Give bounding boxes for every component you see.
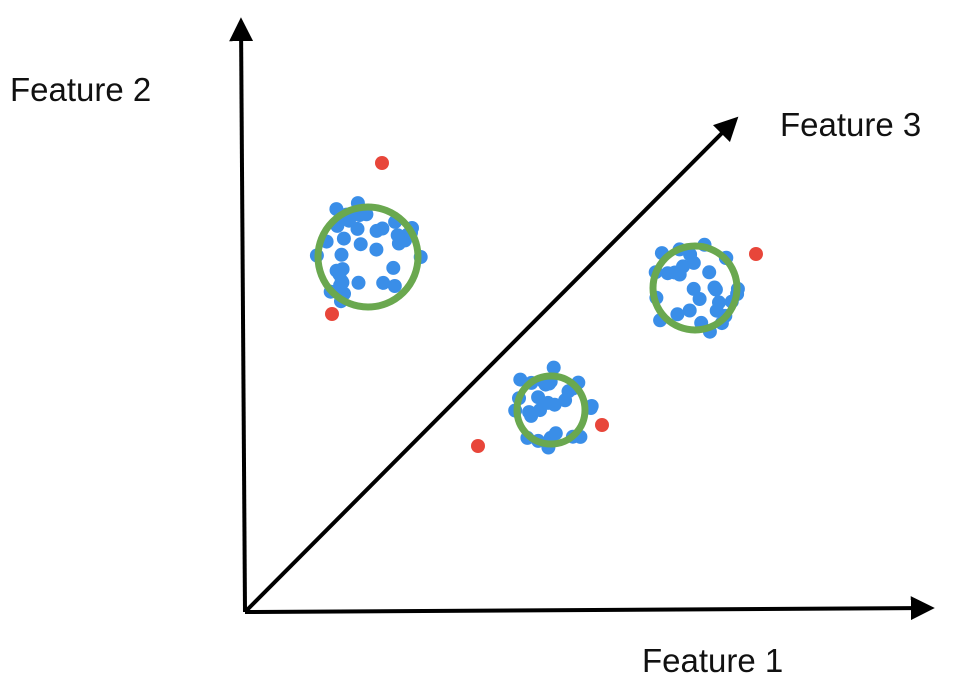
inlier-point: [332, 267, 347, 282]
inlier-point: [542, 376, 557, 391]
inlier-point: [391, 236, 406, 251]
outlier-point: [471, 439, 485, 453]
inlier-point: [683, 247, 698, 262]
inlier-point: [513, 372, 528, 387]
inlier-point: [353, 237, 368, 252]
cluster-ring: [314, 203, 422, 311]
cluster-rings: [314, 203, 741, 448]
inlier-point: [359, 207, 374, 222]
feature-3-axis: [243, 116, 739, 614]
feature-2-label: Feature 2: [10, 71, 152, 108]
outlier-point: [595, 418, 609, 432]
inlier-point: [548, 426, 563, 441]
inlier-point: [558, 393, 573, 408]
cluster-ring: [513, 372, 589, 448]
inlier-point: [682, 303, 697, 318]
inlier-point: [334, 247, 349, 262]
inlier-point: [369, 242, 384, 257]
inlier-point: [351, 275, 366, 290]
feature-1-axis: [244, 596, 935, 621]
inlier-point: [670, 307, 685, 322]
inlier-point: [376, 275, 391, 290]
inlier-point: [546, 360, 561, 375]
inlier-point: [692, 292, 707, 306]
inlier-point: [702, 265, 717, 280]
outlier-point: [325, 307, 339, 321]
inlier-point: [375, 221, 390, 236]
cluster-ring: [649, 242, 741, 334]
inlier-point: [686, 281, 701, 296]
inlier-point: [386, 260, 401, 275]
inlier-point: [708, 282, 723, 297]
feature-3-label: Feature 3: [780, 106, 922, 143]
inlier-point: [524, 408, 539, 423]
inlier-point: [387, 279, 402, 293]
inlier-point: [336, 231, 351, 246]
feature-1-label: Feature 1: [642, 642, 784, 679]
feature-2-axis: [229, 17, 254, 613]
outlier-point: [375, 156, 389, 170]
outlier-point: [749, 247, 763, 261]
inlier-point: [350, 221, 365, 236]
inlier-point: [709, 303, 724, 318]
inlier-point: [676, 259, 690, 274]
inlier-point: [541, 395, 555, 410]
